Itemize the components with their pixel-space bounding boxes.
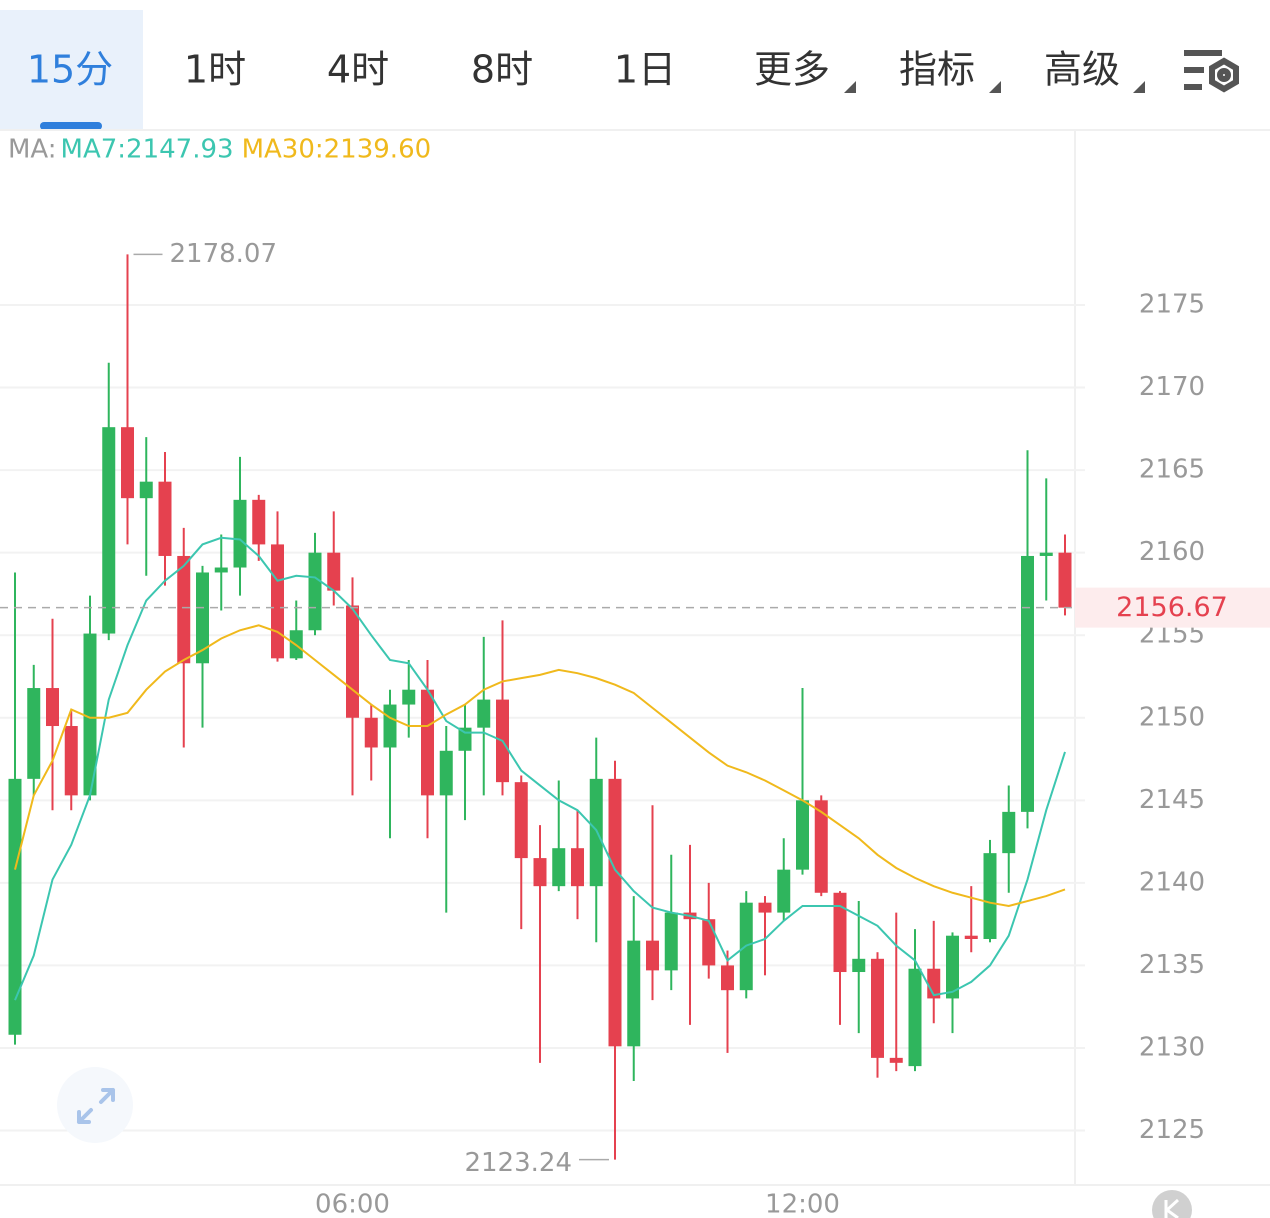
tab[interactable]: 8时 [471, 48, 533, 92]
candle-body [796, 800, 809, 870]
y-tick-label: 2150 [1139, 702, 1205, 732]
tab[interactable]: 4时 [327, 48, 389, 92]
expand-button[interactable] [57, 1067, 133, 1143]
y-tick-label: 2170 [1139, 372, 1205, 402]
tab[interactable]: 指标 [899, 48, 975, 92]
candle-body [271, 544, 284, 659]
dropdown-caret [844, 81, 856, 93]
tab[interactable]: 15分 [27, 48, 113, 92]
candle-body [8, 778, 22, 1035]
candle-body [646, 940, 659, 971]
y-tick-label: 2140 [1139, 867, 1205, 897]
candle-body [589, 778, 603, 887]
dropdown-caret [1133, 81, 1145, 93]
ma-line [14, 536, 1066, 1001]
candle-body [214, 567, 228, 573]
candle-body [983, 853, 997, 939]
candle-body [27, 688, 41, 779]
k-button[interactable] [1152, 1190, 1192, 1218]
candle-body [139, 481, 153, 499]
last-price-bg [1075, 587, 1270, 628]
k-icon [1164, 1198, 1180, 1218]
candle-body [889, 1057, 903, 1063]
active-tab-indicator [40, 122, 102, 130]
candle-body [458, 727, 472, 751]
y-tick-label: 2165 [1139, 455, 1205, 485]
y-tick-label: 2160 [1139, 537, 1205, 567]
candle-body [1002, 811, 1016, 854]
candle-body [721, 965, 734, 991]
legend-entry: MA30:2139.60 [242, 135, 432, 165]
high-label: 2178.07 [170, 239, 278, 269]
y-tick-label: 2130 [1139, 1032, 1205, 1062]
candle-body [664, 912, 678, 971]
candle-body [477, 699, 491, 728]
candle-body [421, 689, 434, 796]
candle-body [1058, 552, 1072, 608]
legend-entry: MA7:2147.93 [61, 135, 234, 165]
candle-body [158, 481, 172, 556]
candle-body [627, 940, 641, 1047]
candle-body [402, 689, 416, 705]
y-tick-label: 2135 [1139, 950, 1205, 980]
candle-body [383, 704, 397, 748]
x-tick-label: 06:00 [315, 1190, 390, 1218]
candle-body [364, 717, 378, 748]
dropdown-caret [989, 81, 1001, 93]
candle-body [252, 499, 266, 545]
candle-body [64, 726, 78, 796]
candle-body [46, 688, 59, 727]
tab[interactable]: 1日 [614, 48, 676, 92]
candle-body [439, 750, 453, 796]
candle-body [121, 427, 134, 499]
candle-body [814, 800, 828, 893]
candle-body [514, 782, 528, 859]
candle-body [102, 427, 116, 634]
candle-body [964, 935, 978, 939]
plot: 2125213021352140214521502155216021652170… [0, 135, 1270, 1218]
low-label: 2123.24 [464, 1148, 572, 1178]
expand-icon [77, 1088, 115, 1124]
candle-body [327, 552, 341, 591]
candle-body [552, 848, 566, 887]
candle-body [908, 968, 922, 1067]
candle-body [833, 892, 847, 973]
candle-body [346, 605, 359, 718]
last-price-label: 2156.67 [1116, 592, 1228, 623]
candle-body [571, 848, 584, 887]
candle-body [871, 958, 884, 1058]
settings-icon[interactable] [1184, 50, 1239, 93]
candle-body [177, 555, 191, 664]
candle-body [702, 919, 716, 966]
candle-body [946, 935, 959, 999]
candle-body [852, 958, 866, 973]
legend-prefix: MA: [8, 135, 57, 165]
expand-bg [57, 1067, 133, 1143]
y-tick-label: 2175 [1139, 290, 1205, 320]
icon-dot [1217, 68, 1231, 82]
tab-bar: 15分 1时 4时 8时 1日 更多 指标 高级 [0, 10, 1270, 131]
icon-hex [1209, 57, 1239, 93]
ma-line [14, 624, 1066, 908]
candle-body [533, 858, 547, 887]
candle-body [758, 902, 772, 913]
tab[interactable]: 高级 [1044, 48, 1120, 92]
candle-body [1021, 555, 1034, 812]
candle-body [777, 869, 791, 913]
tab[interactable]: 1时 [184, 48, 246, 92]
tab[interactable]: 更多 [754, 48, 830, 92]
candle-body [196, 572, 209, 664]
x-tick-label: 12:00 [765, 1190, 840, 1218]
candle-body [233, 499, 247, 568]
candle-body [1039, 552, 1053, 556]
candle-body [608, 778, 622, 1047]
y-tick-label: 2125 [1139, 1115, 1205, 1145]
candle-body [83, 633, 97, 796]
active-tab-bg [0, 10, 143, 130]
y-tick-label: 2145 [1139, 785, 1205, 815]
candle-body [308, 552, 322, 631]
